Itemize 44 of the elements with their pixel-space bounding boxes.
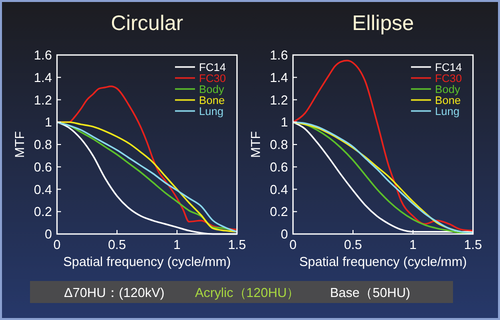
legend-label: Body	[435, 84, 461, 96]
x-axis-title: Spatial frequency (cycle/mm)	[299, 254, 467, 269]
x-axis-title: Spatial frequency (cycle/mm)	[63, 254, 231, 269]
y-tick-label: 1	[280, 114, 288, 130]
y-tick-label: 1.6	[34, 48, 52, 62]
y-tick-label: 0.4	[270, 182, 288, 197]
y-tick-label: 1.2	[270, 92, 288, 108]
y-tick-label: 0.2	[270, 204, 288, 220]
legend-label: Lung	[435, 106, 460, 118]
x-tick-label: 0.5	[108, 237, 126, 252]
y-tick-label: 0.8	[270, 137, 288, 152]
y-tick-label: 0.6	[34, 159, 52, 174]
y-tick-label: 1	[44, 114, 52, 130]
chart-title: Circular	[110, 12, 184, 35]
legend-label: Bone	[199, 95, 225, 107]
y-tick-label: 1.4	[34, 70, 52, 85]
x-tick-label: 0.5	[344, 237, 362, 252]
y-axis-title: MTF	[248, 131, 263, 158]
x-tick-label: 1.5	[464, 237, 482, 252]
text: Acrylic（120HU）	[195, 285, 300, 300]
y-tick-label: 0.2	[34, 204, 52, 220]
legend-label: FC14	[435, 62, 462, 74]
y-tick-label: 0.6	[270, 159, 288, 174]
y-axis-title: MTF	[12, 131, 27, 158]
x-tick-label: 1	[409, 237, 417, 252]
chart-title: Ellipse	[352, 12, 414, 35]
legend-label: Bone	[435, 95, 461, 107]
x-tick-label: 1	[173, 237, 181, 252]
legend-label: FC30	[435, 73, 462, 85]
text: Base（50HU)	[330, 285, 410, 300]
y-tick-label: 0.8	[34, 137, 52, 152]
y-tick-label: 0	[44, 226, 52, 242]
legend-label: FC14	[199, 62, 226, 74]
legend-label: Lung	[199, 106, 224, 118]
y-tick-label: 0.4	[34, 182, 52, 197]
line-series	[292, 60, 474, 232]
y-tick-label: 1.6	[270, 48, 288, 62]
legend-label: Body	[199, 84, 225, 96]
y-tick-label: 0	[280, 226, 288, 242]
text: Δ70HU：(120kV)	[64, 285, 164, 300]
y-tick-label: 1.2	[34, 92, 52, 108]
legend-label: FC30	[199, 73, 226, 85]
x-tick-label: 1.5	[228, 237, 246, 252]
y-tick-label: 1.4	[270, 70, 288, 85]
